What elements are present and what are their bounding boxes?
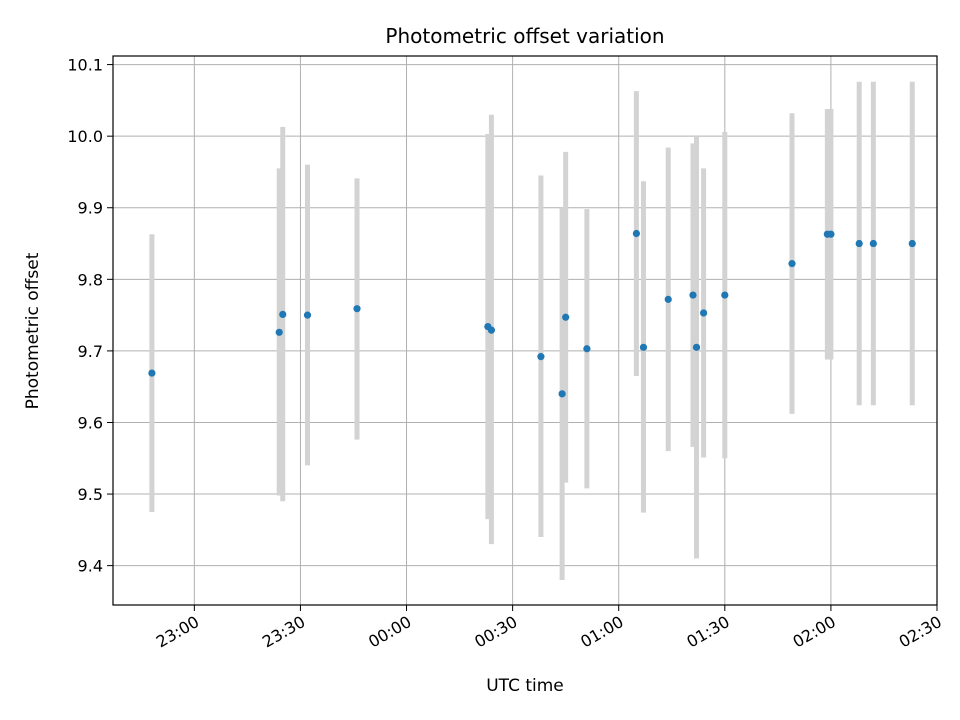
data-point xyxy=(689,291,697,299)
data-point xyxy=(487,326,496,334)
data-point xyxy=(558,390,566,398)
data-point xyxy=(353,305,361,313)
data-point xyxy=(279,310,287,318)
data-point xyxy=(639,343,648,351)
data-point xyxy=(855,239,863,248)
data-point xyxy=(562,313,570,321)
y-tick-label: 9.6 xyxy=(78,413,103,432)
data-point xyxy=(664,295,672,303)
data-point xyxy=(275,328,283,336)
y-tick-label: 9.5 xyxy=(78,485,103,504)
plot-frame xyxy=(112,55,938,606)
data-point xyxy=(632,229,640,238)
chart-title: Photometric offset variation xyxy=(385,24,664,48)
y-axis-label: Photometric offset xyxy=(23,252,43,409)
y-tick-label: 9.8 xyxy=(78,270,103,289)
x-axis-label: UTC time xyxy=(486,676,564,696)
y-tick-label: 9.4 xyxy=(78,557,103,576)
data-point xyxy=(827,230,835,238)
data-point xyxy=(537,353,545,361)
data-point xyxy=(869,239,877,248)
y-tick-label: 9.7 xyxy=(78,342,103,361)
data-point xyxy=(721,291,729,299)
y-tick-label: 9.9 xyxy=(78,199,103,218)
y-axis-ticks: 9.4 9.5 9.6 9.7 9.8 9.9 10.0 10.1 xyxy=(67,56,113,576)
y-tick-label: 10.0 xyxy=(67,127,103,146)
y-tick-label: 10.1 xyxy=(67,56,103,75)
data-point xyxy=(583,345,591,353)
data-point xyxy=(148,369,156,377)
data-point xyxy=(699,309,708,317)
data-point xyxy=(908,239,916,248)
data-points xyxy=(148,229,916,398)
data-point xyxy=(788,259,796,268)
data-point xyxy=(303,311,312,319)
data-point xyxy=(692,343,701,351)
